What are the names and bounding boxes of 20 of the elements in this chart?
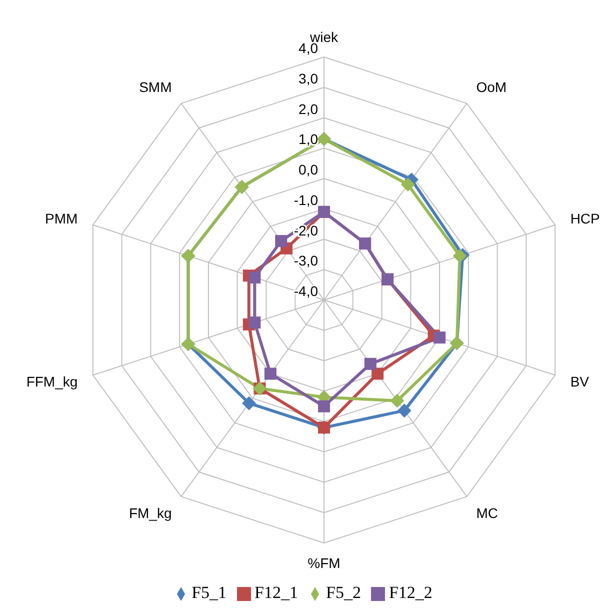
spoke-label: %FM	[308, 555, 340, 571]
y-tick-label: 3,0	[298, 70, 318, 86]
spoke-label: FFM_kg	[26, 373, 78, 390]
spoke-label: SMM	[139, 79, 172, 96]
y-tick-label: 0,0	[298, 162, 318, 178]
y-tick-label: 1,0	[298, 131, 318, 148]
spoke-label: HCP	[570, 210, 600, 227]
y-tick-label: 2,0	[298, 100, 318, 117]
y-tick-label: -1,0	[294, 192, 318, 208]
y-tick-label: -3,0	[294, 252, 318, 269]
legend-label: F12_2	[388, 583, 432, 602]
spoke-label: FM_kg	[128, 504, 172, 521]
spoke-label: OoM	[476, 79, 507, 96]
spoke-label: BV	[570, 373, 590, 390]
spoke-label: PMM	[45, 210, 78, 227]
legend-label: F12_1	[254, 583, 298, 602]
y-tick-label: -4,0	[294, 283, 318, 299]
legend-label: F5_1	[192, 583, 227, 602]
spoke-label: MC	[476, 504, 498, 521]
legend-label: F5_2	[326, 583, 361, 602]
